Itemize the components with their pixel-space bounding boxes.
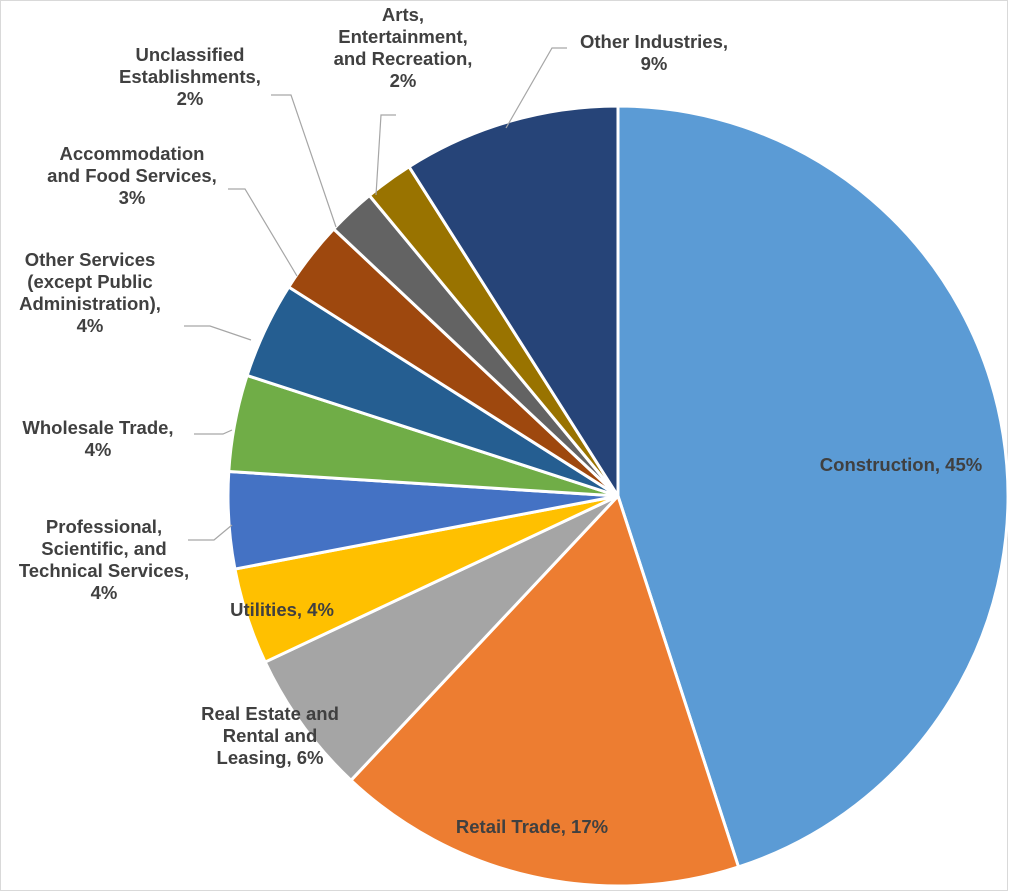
data-label-line: Professional, <box>46 516 162 537</box>
data-label-line: 3% <box>119 187 146 208</box>
data-label-line: Technical Services, <box>19 560 189 581</box>
data-label-line: and Recreation, <box>334 48 473 69</box>
data-label-line: 4% <box>91 582 118 603</box>
leader-line-other-services-except-public-administration <box>184 325 252 341</box>
data-label-real-estate-and-rental-and-leasing: Real Estate and Rental and Leasing, 6% <box>201 703 339 768</box>
data-label-line: 2% <box>390 70 417 91</box>
data-label-line: 4% <box>77 315 104 336</box>
data-label-retail-trade: Retail Trade, 17% <box>456 816 608 837</box>
data-label-line: 4% <box>85 439 112 460</box>
data-label-line: Construction, 45% <box>820 454 982 475</box>
data-label-line: and Food Services, <box>47 165 217 186</box>
data-label-line: Rental and <box>223 725 318 746</box>
pie-slice-real-estate-and-rental-and-leasing <box>263 494 620 782</box>
data-label-line: Arts, <box>382 4 424 25</box>
data-label-other-services-except-public-administration: Other Services (except Public Administrati… <box>19 249 161 336</box>
data-label-wholesale-trade: Wholesale Trade, 4% <box>22 417 173 460</box>
data-label-line: Leasing, 6% <box>217 747 324 768</box>
pie-slice-construction <box>616 104 1009 869</box>
data-label-utilities: Utilities, 4% <box>230 599 334 620</box>
data-label-line: Unclassified <box>136 44 245 65</box>
data-label-line: Wholesale Trade, <box>22 417 173 438</box>
leader-line-wholesale-trade <box>194 429 233 435</box>
data-label-line: (except Public <box>27 271 152 292</box>
data-label-line: Retail Trade, 17% <box>456 816 608 837</box>
data-label-line: Other Industries, <box>580 31 728 52</box>
data-label-line: Other Services <box>25 249 156 270</box>
data-label-line: Scientific, and <box>41 538 166 559</box>
data-label-line: Entertainment, <box>338 26 468 47</box>
leader-line-unclassified-establishments <box>271 94 337 228</box>
data-label-line: Establishments, <box>119 66 261 87</box>
data-label-accommodation-and-food-services: Accommodation and Food Services, 3% <box>47 143 217 208</box>
data-label-line: Real Estate and <box>201 703 339 724</box>
leader-line-accommodation-and-food-services <box>228 188 298 277</box>
data-label-arts-entertainment-and-recreation: Arts, Entertainment, and Recreation, 2% <box>334 4 473 91</box>
leader-line-professional-scientific-and-technical-services <box>188 524 233 541</box>
data-label-line: 9% <box>641 53 668 74</box>
data-label-professional-scientific-and-technical-services: Professional, Scientific, and Technical Se… <box>19 516 189 603</box>
data-label-line: Utilities, 4% <box>230 599 334 620</box>
data-label-line: 2% <box>177 88 204 109</box>
pie-slice-retail-trade <box>349 494 741 888</box>
data-label-unclassified-establishments: Unclassified Establishments, 2% <box>119 44 261 109</box>
data-label-line: Accommodation <box>60 143 205 164</box>
data-label-other-industries: Other Industries, 9% <box>580 31 728 74</box>
leader-line-arts-entertainment-and-recreation <box>375 114 396 196</box>
data-label-line: Administration), <box>19 293 161 314</box>
leader-line-other-industries <box>505 47 567 129</box>
data-label-construction: Construction, 45% <box>820 454 982 475</box>
